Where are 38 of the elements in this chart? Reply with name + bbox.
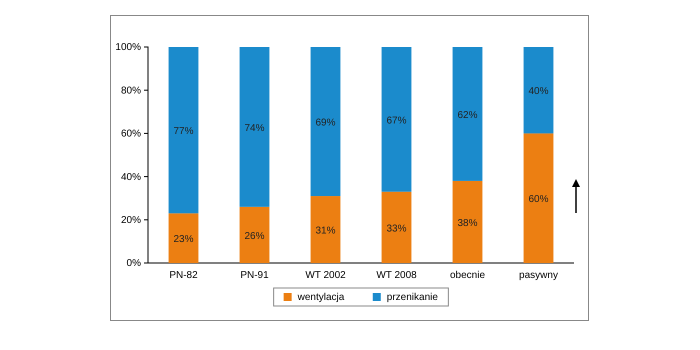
x-tick-label: pasywny xyxy=(519,270,558,282)
bar xyxy=(452,47,482,181)
bar xyxy=(382,192,412,263)
bar xyxy=(240,206,270,263)
x-tick-label: WT 2002 xyxy=(305,270,346,282)
bar xyxy=(240,47,270,207)
data-label: 31% xyxy=(315,226,336,237)
y-tick-label: 80% xyxy=(120,85,142,96)
legend-label: wentylacja xyxy=(296,292,345,303)
x-tick-label: PN-82 xyxy=(169,270,198,282)
data-label: 23% xyxy=(173,234,194,246)
bar xyxy=(382,47,412,192)
x-tick-label: WT 2008 xyxy=(376,270,418,282)
data-label: 26% xyxy=(244,230,265,242)
bar xyxy=(310,196,340,263)
x-tick-label: obecnie xyxy=(450,270,486,282)
bar xyxy=(310,47,340,196)
bar xyxy=(168,213,198,263)
y-tick-label: 0% xyxy=(126,258,142,270)
y-tick-label: 60% xyxy=(120,128,142,140)
y-tick-label: 100% xyxy=(115,42,142,54)
data-label: 38% xyxy=(457,218,478,229)
data-label: 33% xyxy=(386,223,407,234)
bar xyxy=(452,180,482,263)
y-tick-label: 40% xyxy=(120,172,142,183)
x-tick-label: PN-91 xyxy=(240,270,270,282)
data-label: 60% xyxy=(528,194,549,206)
data-label: 77% xyxy=(173,126,194,138)
data-label: 40% xyxy=(528,86,549,98)
data-label: 67% xyxy=(386,115,407,126)
legend-label: przenikanie xyxy=(386,292,438,303)
data-label: 62% xyxy=(457,110,478,121)
data-label: 69% xyxy=(315,118,336,129)
data-label: 74% xyxy=(244,122,265,134)
y-tick-label: 20% xyxy=(120,215,142,226)
bar xyxy=(524,47,554,134)
bar xyxy=(524,133,554,263)
bar xyxy=(168,47,198,214)
